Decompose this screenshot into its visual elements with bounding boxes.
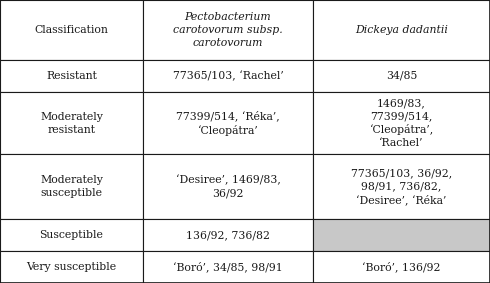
Bar <box>313 251 490 283</box>
Text: Susceptible: Susceptible <box>40 230 103 240</box>
Text: Moderately
susceptible: Moderately susceptible <box>40 175 103 198</box>
Text: Dickeya dadantii: Dickeya dadantii <box>355 25 448 35</box>
Bar <box>313 219 490 251</box>
Bar <box>143 219 313 251</box>
Bar <box>0 60 143 92</box>
Text: Resistant: Resistant <box>46 71 97 81</box>
Text: Very susceptible: Very susceptible <box>26 262 117 272</box>
Text: 1469/83,
77399/514,
‘Cleopátra’,
‘Rachel’: 1469/83, 77399/514, ‘Cleopátra’, ‘Rachel… <box>369 98 434 148</box>
Bar <box>143 0 313 60</box>
Bar <box>143 154 313 219</box>
Bar <box>0 0 143 60</box>
Text: 136/92, 736/82: 136/92, 736/82 <box>186 230 270 240</box>
Text: ‘Boró’, 34/85, 98/91: ‘Boró’, 34/85, 98/91 <box>173 261 283 272</box>
Text: Moderately
resistant: Moderately resistant <box>40 112 103 134</box>
Bar <box>0 154 143 219</box>
Text: 77365/103, 36/92,
98/91, 736/82,
‘Desiree’, ‘Réka’: 77365/103, 36/92, 98/91, 736/82, ‘Desire… <box>351 168 452 205</box>
Bar <box>143 60 313 92</box>
Bar <box>0 251 143 283</box>
Text: ‘Desiree’, 1469/83,
36/92: ‘Desiree’, 1469/83, 36/92 <box>175 175 280 198</box>
Bar <box>0 219 143 251</box>
Bar <box>0 92 143 154</box>
Bar <box>313 154 490 219</box>
Text: Pectobacterium
carotovorum subsp.
carotovorum: Pectobacterium carotovorum subsp. caroto… <box>173 12 283 48</box>
Text: Classification: Classification <box>35 25 108 35</box>
Bar <box>143 92 313 154</box>
Bar <box>143 251 313 283</box>
Bar <box>313 92 490 154</box>
Text: 77399/514, ‘Réka’,
‘Cleopátra’: 77399/514, ‘Réka’, ‘Cleopátra’ <box>176 111 280 136</box>
Text: 77365/103, ‘Rachel’: 77365/103, ‘Rachel’ <box>172 70 283 81</box>
Bar <box>313 60 490 92</box>
Text: ‘Boró’, 136/92: ‘Boró’, 136/92 <box>362 261 441 272</box>
Text: 34/85: 34/85 <box>386 71 417 81</box>
Bar <box>313 0 490 60</box>
